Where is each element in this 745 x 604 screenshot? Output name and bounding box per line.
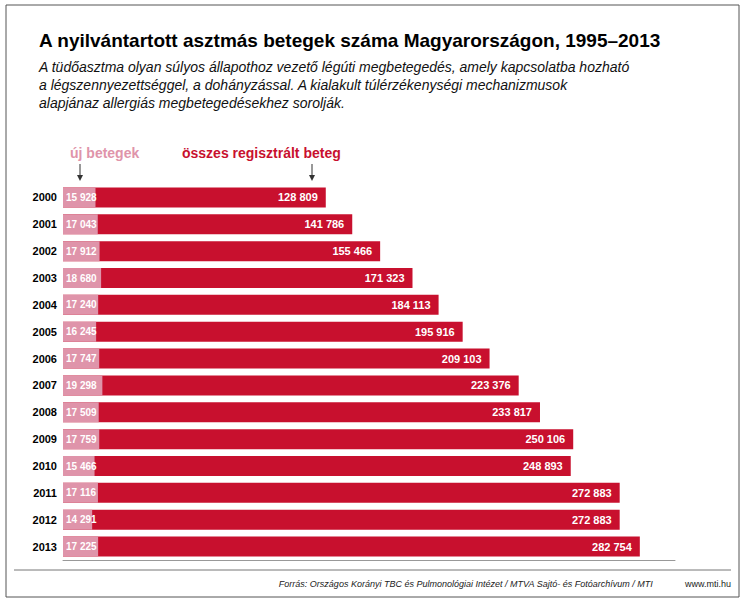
svg-text:2004: 2004 [33,299,58,311]
svg-text:17 043: 17 043 [66,219,97,230]
svg-text:alapjánaz allergiás megbeteged: alapjánaz allergiás megbetegedésekhez so… [39,95,345,111]
svg-text:2001: 2001 [33,218,57,230]
svg-text:összes regisztrált beteg: összes regisztrált beteg [182,145,341,161]
svg-text:272 883: 272 883 [572,487,612,499]
svg-text:184 113: 184 113 [391,299,430,311]
svg-text:16 245: 16 245 [66,326,97,337]
svg-text:195 916: 195 916 [415,326,455,338]
svg-text:171 323: 171 323 [365,272,405,284]
svg-text:2000: 2000 [33,191,57,203]
svg-text:17 240: 17 240 [66,299,97,310]
svg-text:17 912: 17 912 [66,246,97,257]
svg-text:2003: 2003 [33,272,57,284]
svg-text:új betegek: új betegek [70,145,139,161]
svg-text:2007: 2007 [33,379,57,391]
svg-text:Forrás: Országos Korányi TBC é: Forrás: Országos Korányi TBC és Pulmonol… [279,579,653,589]
svg-text:209 103: 209 103 [442,353,482,365]
svg-text:15 466: 15 466 [66,461,97,472]
svg-text:18 680: 18 680 [66,273,97,284]
svg-text:248 893: 248 893 [523,460,563,472]
svg-text:2008: 2008 [33,406,57,418]
svg-text:272 883: 272 883 [572,514,612,526]
svg-text:17 225: 17 225 [66,541,97,552]
svg-text:141 786: 141 786 [304,218,344,230]
svg-text:155 466: 155 466 [332,245,372,257]
svg-text:17 116: 17 116 [66,487,96,498]
svg-text:2010: 2010 [33,460,57,472]
svg-text:2009: 2009 [33,433,57,445]
svg-text:a légszennyezettséggel, a dohá: a légszennyezettséggel, a dohányzással. … [39,77,568,93]
svg-text:19 298: 19 298 [66,380,97,391]
svg-text:2012: 2012 [33,514,57,526]
svg-text:223 376: 223 376 [471,379,511,391]
svg-text:17 759: 17 759 [66,434,97,445]
svg-text:2011: 2011 [33,487,57,499]
svg-text:282 754: 282 754 [592,541,633,553]
svg-text:15 928: 15 928 [66,192,97,203]
svg-text:14 291: 14 291 [66,514,97,525]
svg-text:2006: 2006 [33,353,57,365]
svg-text:17 509: 17 509 [66,407,97,418]
svg-text:A nyilvántartott asztmás beteg: A nyilvántartott asztmás betegek száma M… [39,30,660,51]
svg-text:www.mti.hu: www.mti.hu [684,579,731,589]
svg-text:A tüdőasztma olyan súlyos álla: A tüdőasztma olyan súlyos állapothoz vez… [38,59,629,75]
svg-text:2013: 2013 [33,541,57,553]
svg-text:128 809: 128 809 [278,191,318,203]
svg-text:250 106: 250 106 [525,433,565,445]
svg-text:17 747: 17 747 [66,353,97,364]
svg-text:2005: 2005 [33,326,57,338]
svg-text:233 817: 233 817 [492,406,532,418]
svg-text:2002: 2002 [33,245,57,257]
